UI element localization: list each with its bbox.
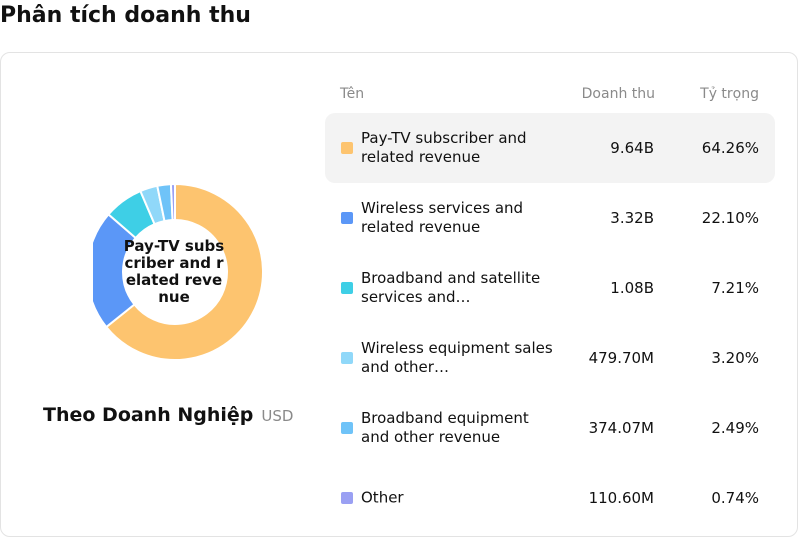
table-row[interactable]: Broadband and satellite services and… 1.… bbox=[325, 253, 775, 323]
donut-center-label: Pay-TV subscriber and related revenue bbox=[123, 237, 225, 306]
segment-revenue: 479.70M bbox=[588, 349, 654, 367]
table-row[interactable]: Other 110.60M 0.74% bbox=[325, 463, 775, 533]
segment-share: 64.26% bbox=[701, 139, 759, 157]
table-row[interactable]: Wireless equipment sales and other… 479.… bbox=[325, 323, 775, 393]
legend-swatch bbox=[341, 282, 353, 294]
segment-share: 3.20% bbox=[711, 349, 759, 367]
segment-revenue: 9.64B bbox=[610, 139, 654, 157]
segment-share: 7.21% bbox=[711, 279, 759, 297]
column-header-share: Tỷ trọng bbox=[700, 86, 759, 102]
legend-swatch bbox=[341, 422, 353, 434]
legend-swatch bbox=[341, 212, 353, 224]
column-header-name: Tên bbox=[340, 86, 365, 102]
table-row[interactable]: Broadband equipment and other revenue 37… bbox=[325, 393, 775, 463]
legend-swatch bbox=[341, 142, 353, 154]
donut-chart: Pay-TV subscriber and related revenue bbox=[93, 182, 265, 362]
segment-revenue: 374.07M bbox=[588, 419, 654, 437]
segment-share: 0.74% bbox=[711, 489, 759, 507]
donut-slice-0[interactable] bbox=[104, 182, 264, 361]
segment-name: Wireless equipment sales and other… bbox=[361, 339, 553, 376]
breakdown-title: Theo Doanh Nghiệp bbox=[43, 404, 254, 426]
page-title: Phân tích doanh thu bbox=[0, 3, 251, 28]
segment-list: Pay-TV subscriber and related revenue 9.… bbox=[325, 113, 775, 533]
breakdown-heading: Theo Doanh Nghiệp USD bbox=[43, 404, 293, 426]
segment-revenue: 1.08B bbox=[610, 279, 654, 297]
segment-name: Other bbox=[361, 488, 404, 507]
segment-name: Broadband equipment and other revenue bbox=[361, 409, 529, 446]
segment-revenue: 3.32B bbox=[610, 209, 654, 227]
table-header: Tên Doanh thu Tỷ trọng bbox=[340, 86, 760, 106]
donut-slice-5[interactable] bbox=[169, 182, 176, 222]
currency-unit: USD bbox=[261, 407, 294, 425]
segment-share: 2.49% bbox=[711, 419, 759, 437]
segment-name: Broadband and satellite services and… bbox=[361, 269, 541, 306]
segment-share: 22.10% bbox=[701, 209, 759, 227]
table-row[interactable]: Wireless services and related revenue 3.… bbox=[325, 183, 775, 253]
column-header-revenue: Doanh thu bbox=[581, 86, 655, 102]
table-row[interactable]: Pay-TV subscriber and related revenue 9.… bbox=[325, 113, 775, 183]
legend-swatch bbox=[341, 352, 353, 364]
legend-swatch bbox=[341, 492, 353, 504]
segment-name: Pay-TV subscriber and related revenue bbox=[361, 129, 527, 166]
segment-name: Wireless services and related revenue bbox=[361, 199, 524, 236]
segment-revenue: 110.60M bbox=[588, 489, 654, 507]
donut-chart-svg bbox=[93, 182, 264, 361]
